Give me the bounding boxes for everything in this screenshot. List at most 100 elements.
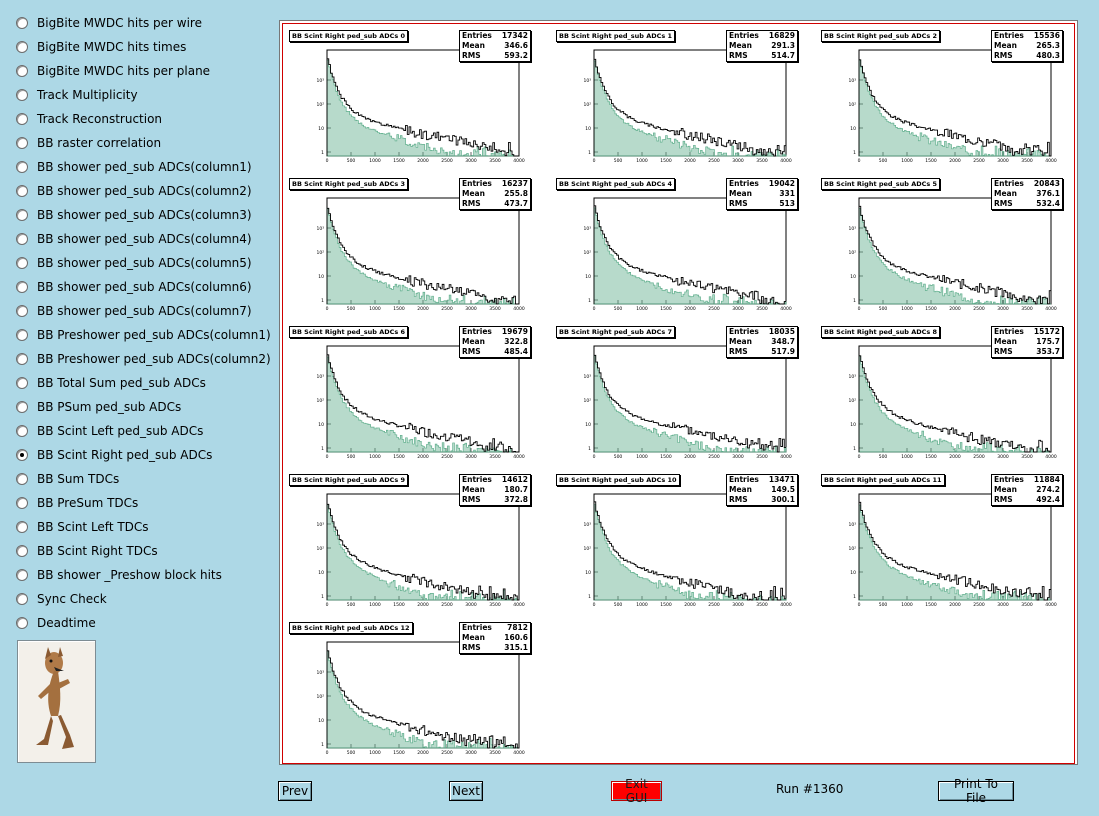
y-tick-label: 10²	[848, 398, 856, 404]
sidebar-radio-item[interactable]: BB PreSum TDCs	[16, 493, 138, 513]
sidebar-radio-item[interactable]: BB shower _Preshow block hits	[16, 565, 222, 585]
stats-label: RMS	[729, 347, 748, 356]
radio-icon[interactable]	[16, 425, 28, 437]
radio-icon[interactable]	[16, 17, 28, 29]
sidebar-radio-item[interactable]: Deadtime	[16, 613, 96, 633]
stats-value: 485.4	[504, 347, 528, 356]
radio-icon[interactable]	[16, 281, 28, 293]
radio-selected-icon[interactable]	[16, 449, 28, 461]
y-tick-label: 10³	[316, 374, 324, 380]
radio-icon[interactable]	[16, 305, 28, 317]
histogram-title: BB Scint Right ped_sub ADCs 11	[821, 474, 945, 486]
radio-icon[interactable]	[16, 329, 28, 341]
sidebar-radio-item[interactable]: BB Scint Right TDCs	[16, 541, 158, 561]
radio-icon[interactable]	[16, 569, 28, 581]
sidebar-radio-item[interactable]: BB shower ped_sub ADCs(column3)	[16, 205, 252, 225]
stats-row-rms: RMS 517.9	[727, 347, 797, 357]
x-tick-label: 3000	[997, 158, 1009, 164]
radio-icon[interactable]	[16, 137, 28, 149]
y-tick-label: 1	[321, 594, 324, 600]
histogram-title: BB Scint Right ped_sub ADCs 5	[821, 178, 941, 190]
histogram-line-series	[326, 354, 519, 453]
sidebar-radio-item[interactable]: BB shower ped_sub ADCs(column4)	[16, 229, 252, 249]
x-tick-label: 0	[593, 306, 596, 312]
stats-value: 593.2	[504, 51, 528, 60]
histogram-line-series	[326, 58, 519, 157]
sidebar-radio-item[interactable]: Sync Check	[16, 589, 107, 609]
radio-icon[interactable]	[16, 161, 28, 173]
x-tick-label: 2000	[417, 602, 429, 608]
radio-icon[interactable]	[16, 377, 28, 389]
radio-icon[interactable]	[16, 617, 28, 629]
radio-icon[interactable]	[16, 41, 28, 53]
exit-gui-button[interactable]: Exit GUI	[611, 777, 662, 805]
next-button[interactable]: Next	[449, 781, 483, 801]
sidebar-radio-item[interactable]: BB shower ped_sub ADCs(column1)	[16, 157, 252, 177]
radio-icon[interactable]	[16, 113, 28, 125]
stats-label: Entries	[462, 179, 492, 188]
prev-button[interactable]: Prev	[278, 781, 312, 801]
radio-icon[interactable]	[16, 353, 28, 365]
radio-icon[interactable]	[16, 545, 28, 557]
sidebar-radio-item[interactable]: BigBite MWDC hits per wire	[16, 13, 202, 33]
x-tick-label: 2500	[441, 454, 453, 460]
radio-icon[interactable]	[16, 593, 28, 605]
x-tick-label: 4000	[1045, 158, 1057, 164]
x-tick-label: 1000	[636, 602, 648, 608]
sidebar-radio-item[interactable]: BB PSum ped_sub ADCs	[16, 397, 181, 417]
radio-icon[interactable]	[16, 497, 28, 509]
radio-icon[interactable]	[16, 89, 28, 101]
sidebar-radio-item[interactable]: BB Scint Left ped_sub ADCs	[16, 421, 203, 441]
sidebar-radio-item[interactable]: BB Sum TDCs	[16, 469, 119, 489]
sidebar-radio-item[interactable]: BB shower ped_sub ADCs(column2)	[16, 181, 252, 201]
x-tick-label: 4000	[1045, 602, 1057, 608]
stats-row-entries: Entries 14612	[460, 475, 530, 485]
y-tick-label: 10³	[848, 78, 856, 84]
sidebar-radio-item[interactable]: BB Preshower ped_sub ADCs(column1)	[16, 325, 271, 345]
radio-icon[interactable]	[16, 257, 28, 269]
y-tick-label: 10³	[583, 522, 591, 528]
sidebar-radio-item[interactable]: BB Scint Left TDCs	[16, 517, 149, 537]
x-tick-label: 3500	[489, 158, 501, 164]
radio-icon[interactable]	[16, 233, 28, 245]
stats-row-rms: RMS 593.2	[460, 51, 530, 61]
radio-icon[interactable]	[16, 65, 28, 77]
sidebar-radio-item[interactable]: BigBite MWDC hits per plane	[16, 61, 210, 81]
sidebar-radio-item[interactable]: BB raster correlation	[16, 133, 161, 153]
sidebar-radio-item[interactable]: BB Preshower ped_sub ADCs(column2)	[16, 349, 271, 369]
radio-icon[interactable]	[16, 185, 28, 197]
sidebar-item-label: BB shower ped_sub ADCs(column5)	[37, 256, 252, 270]
x-tick-label: 0	[593, 602, 596, 608]
stats-label: RMS	[729, 495, 748, 504]
y-tick-label: 1	[588, 150, 591, 156]
sidebar-radio-item[interactable]: Track Reconstruction	[16, 109, 162, 129]
stats-value: 160.6	[504, 633, 528, 642]
sidebar-radio-item[interactable]: BB Total Sum ped_sub ADCs	[16, 373, 206, 393]
stats-value: 291.3	[771, 41, 795, 50]
stats-label: Mean	[462, 337, 485, 346]
histogram-title: BB Scint Right ped_sub ADCs 8	[821, 326, 941, 338]
sidebar-item-label: BB Scint Right TDCs	[37, 544, 158, 558]
sidebar-radio-item[interactable]: BigBite MWDC hits times	[16, 37, 186, 57]
y-tick-label: 10	[850, 422, 856, 428]
x-tick-label: 500	[879, 602, 888, 608]
sidebar-radio-item[interactable]: BB shower ped_sub ADCs(column6)	[16, 277, 252, 297]
sidebar-radio-item[interactable]: BB shower ped_sub ADCs(column5)	[16, 253, 252, 273]
x-tick-label: 2500	[708, 602, 720, 608]
stats-value: 274.2	[1036, 485, 1060, 494]
sidebar-radio-item[interactable]: BB Scint Right ped_sub ADCs	[16, 445, 212, 465]
coyote-logo-icon	[17, 640, 96, 763]
x-tick-label: 4000	[513, 454, 525, 460]
radio-icon[interactable]	[16, 473, 28, 485]
radio-icon[interactable]	[16, 401, 28, 413]
print-to-file-button[interactable]: Print To File	[938, 777, 1014, 805]
stats-value: 15536	[1033, 31, 1060, 40]
histogram-plot: 1 10 10² 10³ 0 500 1000 1500 2000 2500 3000 3500 400…	[316, 197, 525, 312]
x-tick-label: 3000	[465, 158, 477, 164]
radio-icon[interactable]	[16, 521, 28, 533]
sidebar-radio-item[interactable]: BB shower ped_sub ADCs(column7)	[16, 301, 252, 321]
x-tick-label: 1500	[393, 602, 405, 608]
sidebar-radio-item[interactable]: Track Multiplicity	[16, 85, 138, 105]
histogram-plot: 1 10 10² 10³ 0 500 1000 1500 2000 2500 3000 3500 400…	[316, 641, 525, 756]
radio-icon[interactable]	[16, 209, 28, 221]
